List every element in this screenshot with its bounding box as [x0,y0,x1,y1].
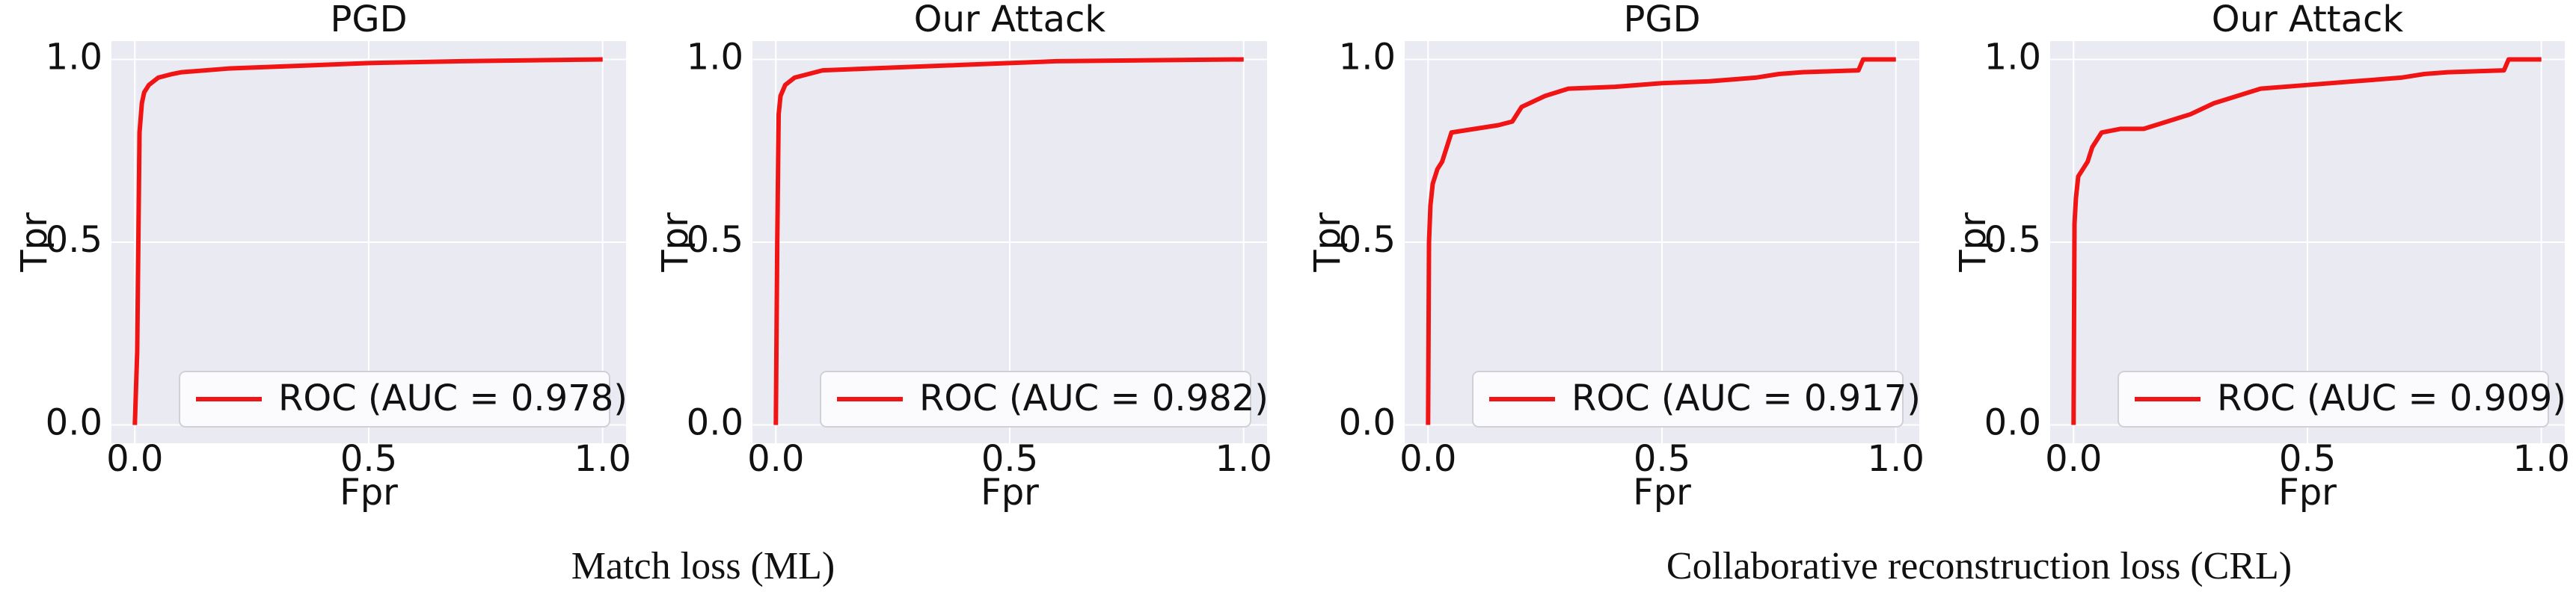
caption: Match loss (ML) [571,545,835,588]
legend-box [179,371,610,428]
x-tick-label: 0.0 [747,438,804,480]
caption: Collaborative reconstruction loss (CRL) [1666,545,2292,588]
legend-label: ROC (AUC = 0.982) [919,377,1269,419]
y-tick-label: 1.0 [1984,36,2041,78]
y-axis-label: Tpr [654,212,696,273]
y-tick-label: 1.0 [687,36,743,78]
roc-line [2071,57,2542,425]
x-axis-label: Fpr [340,472,398,514]
y-tick-label: 0.0 [1339,402,1396,444]
x-tick-label: 0.5 [981,438,1038,480]
x-tick-label: 1.0 [1868,438,1925,480]
chart-title: Our Attack [2212,0,2404,40]
x-tick-label: 0.5 [2279,438,2336,480]
x-tick-label: 1.0 [574,438,631,480]
y-tick-label: 1.0 [1339,36,1396,78]
x-axis-label: Fpr [1633,472,1691,514]
legend-label: ROC (AUC = 0.978) [278,377,628,419]
roc-line [132,57,603,425]
y-tick-label: 0.5 [46,219,102,261]
x-tick-label: 0.0 [1399,438,1456,480]
legend-label: ROC (AUC = 0.917) [1571,377,1921,419]
x-tick-label: 0.5 [1634,438,1690,480]
x-tick-label: 0.0 [2045,438,2102,480]
x-axis-label: Fpr [981,472,1039,514]
x-tick-label: 0.5 [340,438,397,480]
roc-line [773,57,1244,425]
chart-title: Our Attack [914,0,1106,40]
roc-line [1426,57,1896,425]
x-tick-label: 1.0 [2513,438,2570,480]
y-tick-label: 0.0 [687,402,743,444]
y-tick-label: 0.0 [46,402,102,444]
x-tick-label: 1.0 [1215,438,1272,480]
y-tick-label: 0.5 [1339,219,1396,261]
legend-box [1472,371,1904,428]
chart-title: PGD [330,0,407,40]
y-tick-label: 0.5 [687,219,743,261]
x-axis-label: Fpr [2278,472,2337,514]
y-axis-label: Tpr [1952,212,1994,273]
legend-box [820,371,1251,428]
legend-label: ROC (AUC = 0.909) [2217,377,2566,419]
x-tick-label: 0.0 [106,438,163,480]
chart-title: PGD [1623,0,1700,40]
y-tick-label: 1.0 [46,36,102,78]
legend-box [2117,371,2549,428]
y-axis-label: Tpr [1307,212,1349,273]
y-tick-label: 0.5 [1984,219,2041,261]
y-tick-label: 0.0 [1984,402,2041,444]
y-axis-label: Tpr [13,212,55,273]
